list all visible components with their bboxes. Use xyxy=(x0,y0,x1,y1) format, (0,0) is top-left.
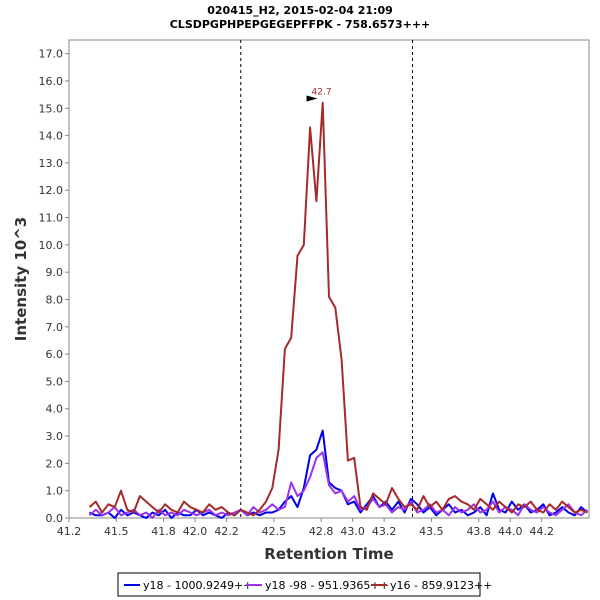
series-layer xyxy=(88,101,589,519)
y-tick-label: 16.0 xyxy=(39,75,64,88)
y-tick-label: 17.0 xyxy=(39,48,64,61)
y-tick-label: 2.0 xyxy=(46,457,64,470)
legend-label-1: y18 - 1000.9249++ xyxy=(143,579,252,592)
y-tick-label: 4.0 xyxy=(46,403,64,416)
legend-label-2: y18 -98 - 951.9365++ xyxy=(265,579,389,592)
y-tick-label: 8.0 xyxy=(46,293,64,306)
y-tick-label: 15.0 xyxy=(39,102,64,115)
y-tick-label: 12.0 xyxy=(39,184,64,197)
legend-box xyxy=(117,572,481,597)
x-tick-label: 43.2 xyxy=(372,525,397,538)
x-tick-label: 43.8 xyxy=(466,525,491,538)
y-tick-label: 5.0 xyxy=(46,375,64,388)
y-tick-label: 1.0 xyxy=(46,485,64,498)
x-tick-label: 41.5 xyxy=(104,525,129,538)
y-tick-label: 7.0 xyxy=(46,321,64,334)
legend: y18 - 1000.9249++ y18 -98 - 951.9365++ y16… xyxy=(117,572,492,597)
x-tick-label: 43.5 xyxy=(419,525,444,538)
y-tick-label: 13.0 xyxy=(39,157,64,170)
x-tick-label: 42.2 xyxy=(214,525,239,538)
chart-subtitle: CLSDPGPHPEPGEGEPFFPK - 758.6573+++ xyxy=(170,18,431,31)
x-tick-label: 44.2 xyxy=(529,525,554,538)
legend-label-3: y16 - 859.9123++ xyxy=(390,579,492,592)
peak-label: 42.7 xyxy=(312,88,332,98)
y-tick-label: 3.0 xyxy=(46,430,64,443)
y-tick-label: 10.0 xyxy=(39,239,64,252)
series-line-1 xyxy=(89,429,589,519)
y-tick-label: 9.0 xyxy=(46,266,64,279)
series-line-3 xyxy=(88,101,588,517)
y-tick-label: 14.0 xyxy=(39,130,64,143)
x-tick-label: 44.0 xyxy=(498,525,523,538)
x-axis-ticks: 41.2 41.5 41.8 42.0 42.2 42.5 42.8 43.0 43.2 43.5… xyxy=(57,518,554,538)
x-tick-label: 41.2 xyxy=(57,525,82,538)
x-tick-label: 41.8 xyxy=(151,525,176,538)
series-line-2 xyxy=(88,451,589,519)
y-axis-title: Intensity 10^3 xyxy=(12,217,30,341)
x-tick-label: 42.0 xyxy=(183,525,208,538)
x-tick-label: 43.0 xyxy=(340,525,365,538)
x-tick-label: 42.8 xyxy=(309,525,334,538)
chart-title: 020415_H2, 2015-02-04 21:09 xyxy=(207,4,393,17)
peak-annotation: 42.7 xyxy=(306,88,332,102)
y-tick-label: 11.0 xyxy=(39,212,64,225)
y-tick-label: 0.0 xyxy=(46,512,64,525)
x-axis-title: Retention Time xyxy=(264,545,393,563)
y-axis-ticks: 0.0 1.0 2.0 3.0 4.0 5.0 6.0 7.0 8.0 9.0 10.0 11.0 12… xyxy=(39,48,69,525)
peak-arrow-icon xyxy=(306,95,318,102)
peak-boundaries xyxy=(240,40,414,518)
y-tick-label: 6.0 xyxy=(46,348,64,361)
x-tick-label: 42.5 xyxy=(262,525,287,538)
